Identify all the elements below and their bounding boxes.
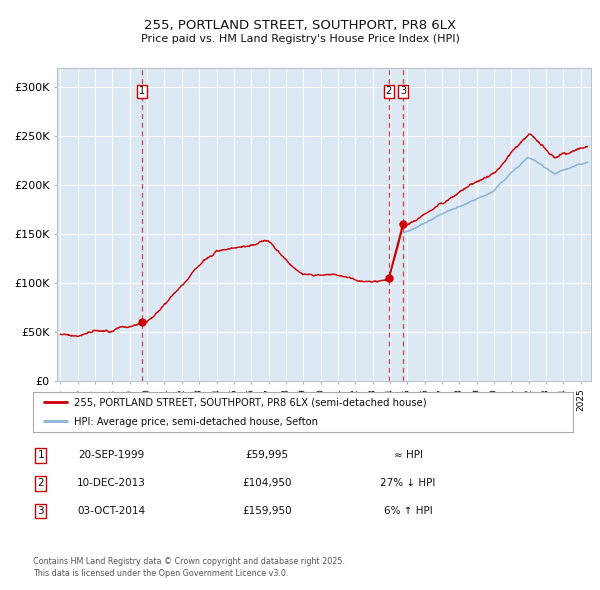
- Text: £159,950: £159,950: [242, 506, 292, 516]
- Text: 10-DEC-2013: 10-DEC-2013: [77, 478, 145, 488]
- Text: 6% ↑ HPI: 6% ↑ HPI: [383, 506, 433, 516]
- Text: ≈ HPI: ≈ HPI: [394, 451, 422, 460]
- Text: 20-SEP-1999: 20-SEP-1999: [78, 451, 144, 460]
- Text: 255, PORTLAND STREET, SOUTHPORT, PR8 6LX (semi-detached house): 255, PORTLAND STREET, SOUTHPORT, PR8 6LX…: [74, 398, 426, 408]
- Text: 1: 1: [37, 451, 44, 460]
- Text: 3: 3: [37, 506, 44, 516]
- Text: 2: 2: [37, 478, 44, 488]
- Text: 2: 2: [386, 86, 392, 96]
- Text: £59,995: £59,995: [245, 451, 289, 460]
- Text: 255, PORTLAND STREET, SOUTHPORT, PR8 6LX: 255, PORTLAND STREET, SOUTHPORT, PR8 6LX: [144, 19, 456, 32]
- Text: Price paid vs. HM Land Registry's House Price Index (HPI): Price paid vs. HM Land Registry's House …: [140, 34, 460, 44]
- Text: 27% ↓ HPI: 27% ↓ HPI: [380, 478, 436, 488]
- Text: 1: 1: [139, 86, 145, 96]
- Text: 3: 3: [400, 86, 406, 96]
- Text: 03-OCT-2014: 03-OCT-2014: [77, 506, 145, 516]
- Text: £104,950: £104,950: [242, 478, 292, 488]
- Text: Contains HM Land Registry data © Crown copyright and database right 2025.
This d: Contains HM Land Registry data © Crown c…: [33, 557, 345, 578]
- Text: HPI: Average price, semi-detached house, Sefton: HPI: Average price, semi-detached house,…: [74, 417, 317, 427]
